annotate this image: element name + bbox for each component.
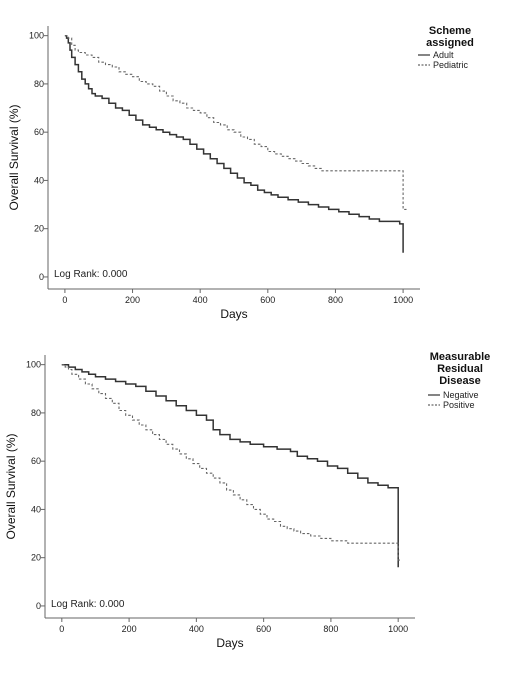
x-tick-label: 0 <box>59 624 64 634</box>
legend-label-negative: Negative <box>443 390 479 400</box>
legend-label-positive: Positive <box>443 400 475 410</box>
y-tick-label: 60 <box>34 127 44 137</box>
legend-title-line: Scheme <box>429 25 471 37</box>
legend-label-pediatric: Pediatric <box>433 60 469 70</box>
x-tick-label: 200 <box>122 624 137 634</box>
x-tick-label: 600 <box>260 295 275 305</box>
y-tick-label: 40 <box>31 504 41 514</box>
legend-title-line: Disease <box>439 375 481 387</box>
y-tick-label: 0 <box>36 601 41 611</box>
chart-measurable-residual-disease: 0 200 400 600 800 1000 0 20 40 60 80 100 Days Overall… <box>4 351 490 650</box>
chart-scheme-assigned: 0 200 400 600 800 1000 0 20 40 60 80 100 Days Overall… <box>7 25 474 321</box>
series-line-positive <box>61 364 402 561</box>
y-tick-label: 0 <box>39 272 44 282</box>
y-tick-label: 80 <box>31 408 41 418</box>
y-tick-label: 60 <box>31 456 41 466</box>
y-axis-title: Overall Survival (%) <box>7 104 21 210</box>
legend-title-line: Residual <box>437 363 483 375</box>
x-tick-label: 0 <box>62 295 67 305</box>
series-line-negative <box>61 363 399 568</box>
y-tick-label: 40 <box>34 175 44 185</box>
log-rank-annotation: Log Rank: 0.000 <box>54 269 128 280</box>
x-tick-label: 400 <box>193 295 208 305</box>
x-tick-label: 200 <box>125 295 140 305</box>
y-tick-label: 80 <box>34 79 44 89</box>
log-rank-annotation: Log Rank: 0.000 <box>51 599 125 610</box>
x-tick-label: 1000 <box>393 295 413 305</box>
x-axis-title: Days <box>220 307 247 321</box>
x-tick-label: 400 <box>189 624 204 634</box>
x-tick-label: 800 <box>328 295 343 305</box>
y-tick-label: 100 <box>29 31 44 41</box>
legend-title-line: Measurable <box>430 351 491 363</box>
x-axis-title: Days <box>216 636 243 650</box>
legend-label-adult: Adult <box>433 50 454 60</box>
series-line-pediatric <box>64 35 407 210</box>
legend-title-line: assigned <box>426 37 474 49</box>
x-tick-label: 800 <box>323 624 338 634</box>
series-line-adult <box>64 34 404 253</box>
y-tick-label: 100 <box>26 360 41 370</box>
x-tick-label: 600 <box>256 624 271 634</box>
y-axis-title: Overall Survival (%) <box>4 433 18 539</box>
y-tick-label: 20 <box>34 224 44 234</box>
y-tick-label: 20 <box>31 553 41 563</box>
x-tick-label: 1000 <box>388 624 408 634</box>
